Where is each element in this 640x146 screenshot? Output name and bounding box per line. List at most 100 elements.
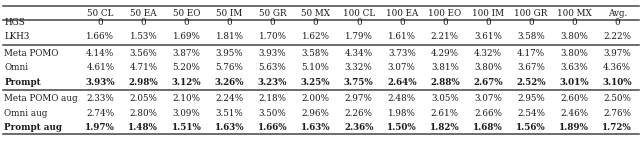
Text: 0: 0 <box>227 18 232 27</box>
Text: 1.56%: 1.56% <box>516 123 546 132</box>
Text: 3.01%: 3.01% <box>559 78 589 87</box>
Text: 2.98%: 2.98% <box>129 78 158 87</box>
Text: 3.50%: 3.50% <box>259 109 287 118</box>
Text: 5.63%: 5.63% <box>259 63 287 72</box>
Text: 100 EA: 100 EA <box>386 9 418 18</box>
Text: 2.36%: 2.36% <box>344 123 374 132</box>
Text: 3.95%: 3.95% <box>216 49 243 58</box>
Text: 0: 0 <box>614 18 620 27</box>
Text: 3.63%: 3.63% <box>560 63 588 72</box>
Text: 3.09%: 3.09% <box>173 109 200 118</box>
Text: 100 IM: 100 IM <box>472 9 504 18</box>
Text: 1.66%: 1.66% <box>86 32 115 41</box>
Text: 3.26%: 3.26% <box>215 78 244 87</box>
Text: 0: 0 <box>572 18 577 27</box>
Text: 4.17%: 4.17% <box>517 49 545 58</box>
Text: 0: 0 <box>313 18 319 27</box>
Text: 0: 0 <box>141 18 146 27</box>
Text: 2.88%: 2.88% <box>430 78 460 87</box>
Text: 2.97%: 2.97% <box>345 94 372 103</box>
Text: 3.56%: 3.56% <box>129 49 157 58</box>
Text: 1.89%: 1.89% <box>559 123 589 132</box>
Text: 1.63%: 1.63% <box>214 123 244 132</box>
Text: 3.93%: 3.93% <box>86 78 115 87</box>
Text: Prompt aug: Prompt aug <box>4 123 63 132</box>
Text: 3.05%: 3.05% <box>431 94 459 103</box>
Text: Omni aug: Omni aug <box>4 109 48 118</box>
Text: 2.46%: 2.46% <box>560 109 588 118</box>
Text: 3.80%: 3.80% <box>474 63 502 72</box>
Text: 50 EA: 50 EA <box>130 9 157 18</box>
Text: 1.72%: 1.72% <box>602 123 632 132</box>
Text: 4.34%: 4.34% <box>345 49 372 58</box>
Text: 3.58%: 3.58% <box>517 32 545 41</box>
Text: 3.67%: 3.67% <box>517 63 545 72</box>
Text: Meta POMO: Meta POMO <box>4 49 59 58</box>
Text: 1.51%: 1.51% <box>172 123 202 132</box>
Text: 2.33%: 2.33% <box>86 94 114 103</box>
Text: 2.05%: 2.05% <box>129 94 157 103</box>
Text: 2.26%: 2.26% <box>345 109 372 118</box>
Text: 2.60%: 2.60% <box>560 94 588 103</box>
Text: 3.81%: 3.81% <box>431 63 459 72</box>
Text: 4.61%: 4.61% <box>86 63 115 72</box>
Text: Prompt: Prompt <box>4 78 41 87</box>
Text: 1.70%: 1.70% <box>259 32 287 41</box>
Text: 2.74%: 2.74% <box>86 109 115 118</box>
Text: 0: 0 <box>442 18 448 27</box>
Text: 1.82%: 1.82% <box>430 123 460 132</box>
Text: 2.22%: 2.22% <box>603 32 631 41</box>
Text: 1.81%: 1.81% <box>216 32 243 41</box>
Text: 3.80%: 3.80% <box>560 49 588 58</box>
Text: Meta POMO aug: Meta POMO aug <box>4 94 78 103</box>
Text: 3.07%: 3.07% <box>474 94 502 103</box>
Text: 3.10%: 3.10% <box>602 78 632 87</box>
Text: 3.58%: 3.58% <box>302 49 330 58</box>
Text: 100 MX: 100 MX <box>557 9 591 18</box>
Text: 1.53%: 1.53% <box>129 32 157 41</box>
Text: 1.62%: 1.62% <box>301 32 330 41</box>
Text: 2.96%: 2.96% <box>301 109 330 118</box>
Text: 3.61%: 3.61% <box>474 32 502 41</box>
Text: 5.76%: 5.76% <box>216 63 243 72</box>
Text: 3.73%: 3.73% <box>388 49 415 58</box>
Text: 2.80%: 2.80% <box>129 109 157 118</box>
Text: 2.48%: 2.48% <box>388 94 416 103</box>
Text: 0: 0 <box>485 18 491 27</box>
Text: Omni: Omni <box>4 63 29 72</box>
Text: 2.67%: 2.67% <box>473 78 503 87</box>
Text: 50 IM: 50 IM <box>216 9 243 18</box>
Text: 100 CL: 100 CL <box>342 9 375 18</box>
Text: 3.97%: 3.97% <box>604 49 631 58</box>
Text: 2.18%: 2.18% <box>259 94 287 103</box>
Text: 3.12%: 3.12% <box>172 78 201 87</box>
Text: 50 GR: 50 GR <box>259 9 286 18</box>
Text: 2.00%: 2.00% <box>301 94 330 103</box>
Text: 1.66%: 1.66% <box>258 123 287 132</box>
Text: 0: 0 <box>528 18 534 27</box>
Text: 2.21%: 2.21% <box>431 32 459 41</box>
Text: LKH3: LKH3 <box>4 32 30 41</box>
Text: 4.71%: 4.71% <box>129 63 157 72</box>
Text: 100 GR: 100 GR <box>515 9 548 18</box>
Text: 50 MX: 50 MX <box>301 9 330 18</box>
Text: 1.61%: 1.61% <box>388 32 416 41</box>
Text: 50 EO: 50 EO <box>173 9 200 18</box>
Text: HGS: HGS <box>4 18 25 27</box>
Text: 3.87%: 3.87% <box>172 49 200 58</box>
Text: 3.23%: 3.23% <box>258 78 287 87</box>
Text: 3.32%: 3.32% <box>345 63 372 72</box>
Text: 2.10%: 2.10% <box>172 94 200 103</box>
Text: 4.36%: 4.36% <box>603 63 631 72</box>
Text: 3.51%: 3.51% <box>216 109 243 118</box>
Text: 4.29%: 4.29% <box>431 49 459 58</box>
Text: 1.69%: 1.69% <box>172 32 200 41</box>
Text: 1.48%: 1.48% <box>129 123 158 132</box>
Text: 0: 0 <box>97 18 103 27</box>
Text: 100 EO: 100 EO <box>428 9 461 18</box>
Text: 2.61%: 2.61% <box>431 109 459 118</box>
Text: 1.79%: 1.79% <box>345 32 372 41</box>
Text: 5.20%: 5.20% <box>172 63 200 72</box>
Text: 3.25%: 3.25% <box>301 78 330 87</box>
Text: 1.50%: 1.50% <box>387 123 417 132</box>
